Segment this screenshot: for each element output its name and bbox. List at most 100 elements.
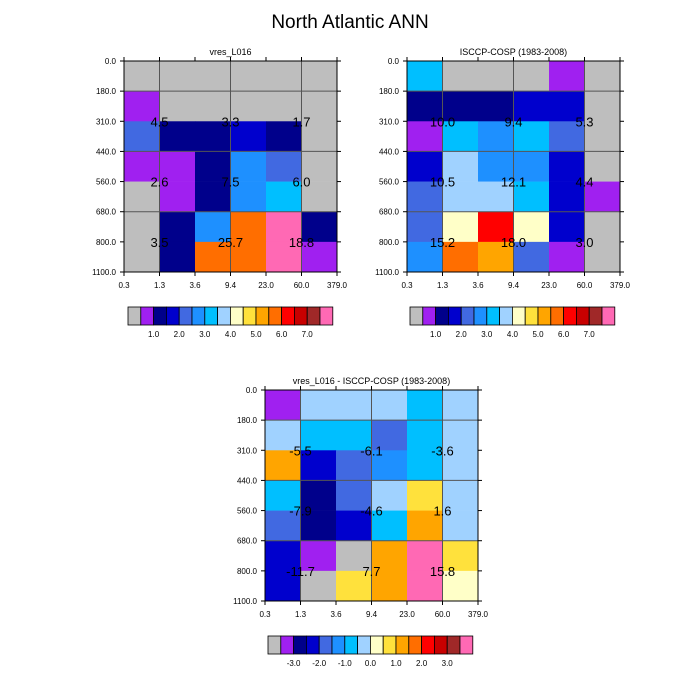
heatmap-cell xyxy=(230,91,267,122)
heatmap-cell xyxy=(301,151,338,182)
heatmap-cell xyxy=(301,91,338,122)
heatmap-cell xyxy=(513,211,550,243)
cell-value-label: -3.6 xyxy=(431,443,453,458)
heatmap-cell xyxy=(124,121,160,152)
heatmap-cell xyxy=(301,211,338,243)
heatmap-cell xyxy=(265,570,301,602)
colorbar-label: 4.0 xyxy=(507,330,519,339)
y-tick-label: 180.0 xyxy=(379,87,400,96)
heatmap-cell xyxy=(159,181,196,213)
x-tick-label: 379.0 xyxy=(610,281,631,290)
x-tick-label: 3.6 xyxy=(330,610,342,619)
colorbar-box xyxy=(127,306,142,326)
heatmap-cell xyxy=(407,570,443,602)
heatmap-cell xyxy=(371,510,408,542)
x-tick-label: 3.6 xyxy=(472,281,484,290)
panel-3: vres_L016 - ISCCP-COSP (1983-2008) 0.0 180… xyxy=(233,376,488,668)
heatmap-cell xyxy=(195,181,231,213)
colorbar-box xyxy=(242,306,257,326)
heatmap-cell xyxy=(195,211,231,243)
x-tick-label: 23.0 xyxy=(541,281,557,290)
colorbar-box xyxy=(435,306,449,326)
heatmap-cell xyxy=(159,91,196,122)
colorbar-label: 3.0 xyxy=(199,330,211,339)
colorbar-box xyxy=(204,306,219,326)
heatmap-cell xyxy=(336,540,372,572)
heatmap-cell xyxy=(442,151,479,182)
colorbar-label: -3.0 xyxy=(287,659,301,668)
heatmap-cell xyxy=(478,151,514,182)
colorbar-label: 1.0 xyxy=(390,659,402,668)
heatmap-cell xyxy=(336,570,372,602)
y-tick-label: 680.0 xyxy=(379,208,400,217)
heatmap-cell xyxy=(159,151,196,182)
cell-value-label: -7.9 xyxy=(289,504,311,519)
x-tick-label: 379.0 xyxy=(468,610,489,619)
x-tick-label: 9.4 xyxy=(508,281,520,290)
x-tick-label: 1.3 xyxy=(154,281,166,290)
colorbar-box xyxy=(306,306,321,326)
colorbar-box xyxy=(433,635,448,655)
colorbar-box xyxy=(153,306,167,326)
colorbar-box xyxy=(460,306,475,326)
x-tick-label: 23.0 xyxy=(399,610,415,619)
heatmap-cell xyxy=(407,510,443,542)
heatmap-cell xyxy=(266,91,302,122)
y-tick-label: 310.0 xyxy=(96,117,117,126)
heatmap-cell xyxy=(336,450,372,481)
heatmap-cell xyxy=(442,211,479,243)
colorbar-box xyxy=(331,635,346,655)
x-tick-label: 0.3 xyxy=(259,610,271,619)
heatmap-cell xyxy=(265,510,301,542)
x-tick-label: 9.4 xyxy=(225,281,237,290)
cell-value-label: -11.7 xyxy=(286,564,315,579)
panel-2: ISCCP-COSP (1983-2008) 0.0 180.0 310.0 440.0… xyxy=(375,47,630,339)
heatmap-cell xyxy=(300,570,337,602)
cell-value-label: 25.7 xyxy=(218,235,243,250)
colorbar-label: 1.0 xyxy=(148,330,160,339)
heatmap-cell xyxy=(549,121,585,152)
heatmap-cell xyxy=(549,211,585,243)
y-tick-label: 0.0 xyxy=(246,386,258,395)
heatmap-cell xyxy=(301,61,338,92)
heatmap-cell xyxy=(371,540,408,572)
cell-value-label: 15.8 xyxy=(430,564,455,579)
cell-value-label: 7.5 xyxy=(221,175,239,190)
cell-value-label: 12.1 xyxy=(501,175,526,190)
colorbar-box xyxy=(318,635,333,655)
heatmap-cell xyxy=(407,211,443,243)
heatmap-cell xyxy=(549,61,585,92)
heatmap-cell xyxy=(159,241,196,273)
heatmap-cell xyxy=(549,151,585,182)
colorbar-label: 4.0 xyxy=(225,330,237,339)
heatmap-cell xyxy=(584,181,621,213)
colorbar-label: -1.0 xyxy=(338,659,352,668)
colorbar-box xyxy=(229,306,244,326)
heatmap-cell xyxy=(513,91,550,122)
heatmap-cell xyxy=(266,211,302,243)
colorbar-label: 7.0 xyxy=(584,330,596,339)
heatmap-cell xyxy=(336,420,372,451)
heatmap-cell xyxy=(300,540,337,572)
y-tick-label: 440.0 xyxy=(237,476,258,485)
heatmap-cell xyxy=(584,121,621,152)
y-tick-label: 180.0 xyxy=(96,87,117,96)
panel-1: vres_L016 0.0 180.0 310.0 440.0 560.0 680.0 800… xyxy=(92,47,347,339)
heatmap-cell xyxy=(407,151,443,182)
heatmap-cell xyxy=(549,241,585,273)
y-tick-label: 800.0 xyxy=(96,238,117,247)
colorbar-box xyxy=(217,306,231,326)
heatmap-cell xyxy=(266,151,302,182)
colorbar-box xyxy=(281,306,295,326)
heatmap-cell xyxy=(584,211,621,243)
y-tick-label: 440.0 xyxy=(379,147,400,156)
y-tick-label: 440.0 xyxy=(96,147,117,156)
colorbar-box xyxy=(319,306,334,326)
heatmap-cell xyxy=(407,420,443,451)
x-tick-label: 60.0 xyxy=(435,610,451,619)
colorbar-label: 3.0 xyxy=(442,659,454,668)
colorbar-box xyxy=(486,306,500,326)
heatmap-cell xyxy=(442,420,479,451)
colorbar-label: 0.0 xyxy=(365,659,377,668)
heatmap-cell xyxy=(478,241,514,273)
